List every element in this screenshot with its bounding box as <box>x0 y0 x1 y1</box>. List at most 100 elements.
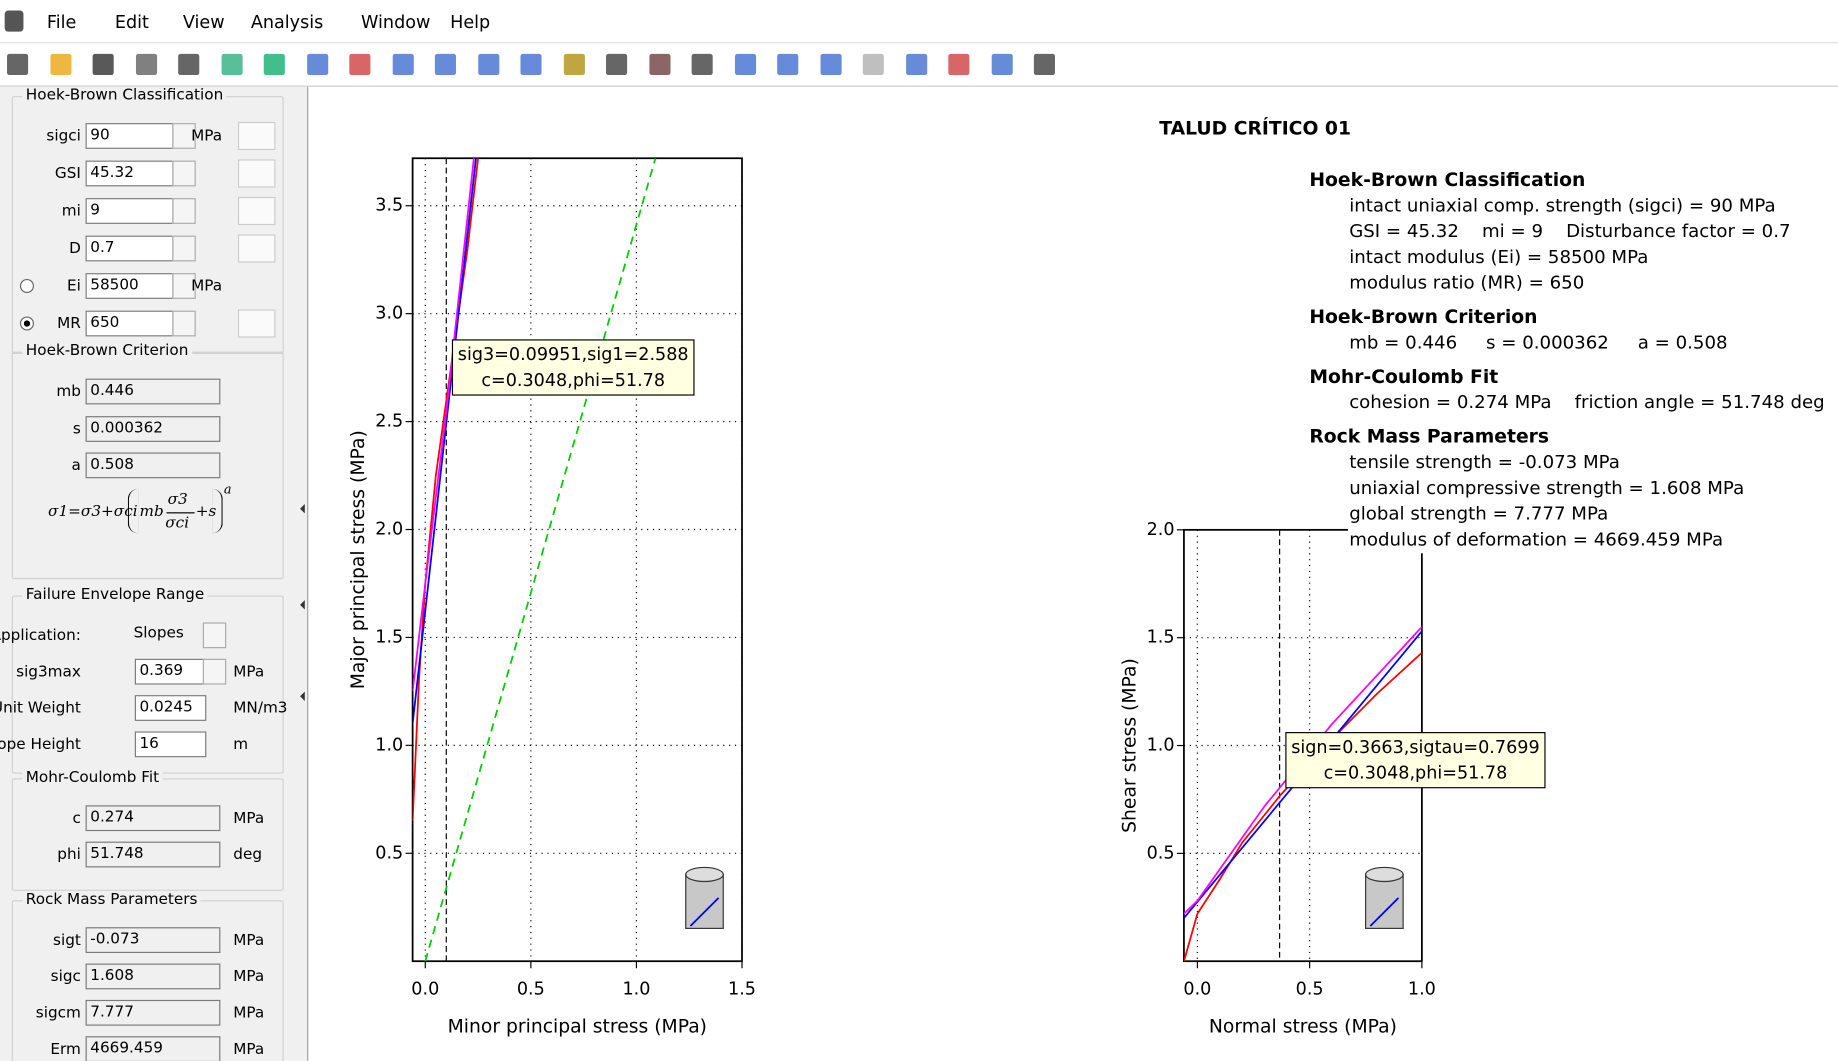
field-label: sigcm <box>35 1004 81 1023</box>
field-row: sigci 90 MPa <box>13 121 283 151</box>
field-unit: MPa <box>233 663 265 682</box>
field-value[interactable]: 9 <box>85 198 174 224</box>
spin-button[interactable] <box>202 622 227 649</box>
toolbar-button[interactable] <box>691 53 713 76</box>
toolbar-button[interactable] <box>905 53 927 76</box>
formula-num: σ3 <box>167 491 188 509</box>
formula-lhs: σ1=σ3+σci <box>48 502 138 521</box>
toolbar-button[interactable] <box>819 53 842 76</box>
report-line: intact uniaxial comp. strength (sigci) =… <box>1349 195 1775 216</box>
splitter <box>295 691 305 701</box>
field-value[interactable]: Slopes <box>133 624 184 643</box>
report-line: uniaxial compressive strength = 1.608 MP… <box>1349 478 1744 499</box>
spin-button[interactable] <box>172 198 196 224</box>
field-row: MR 650 <box>13 309 283 339</box>
stress-icon <box>1369 897 1400 927</box>
field-row: sigcm 7.777 MPa <box>13 999 283 1028</box>
menu-item[interactable]: View <box>182 11 225 33</box>
pick-button[interactable] <box>237 121 276 151</box>
series-line <box>1183 652 1422 962</box>
spin-button[interactable] <box>172 123 196 149</box>
field-value[interactable]: 0.369 <box>134 658 207 685</box>
toolbar-button[interactable] <box>92 53 114 76</box>
group-box: Failure Envelope Range Application: Slopes… <box>0 586 288 774</box>
toolbar-button[interactable] <box>991 53 1013 76</box>
field-label: Ei <box>67 277 81 296</box>
toolbar-button[interactable] <box>777 53 799 76</box>
report-line: tensile strength = -0.073 MPa <box>1349 452 1620 473</box>
field-row: D 0.7 <box>13 234 283 264</box>
toolbar-button[interactable] <box>563 53 585 76</box>
field-value[interactable]: 0.7 <box>85 235 174 262</box>
toolbar-button[interactable] <box>734 53 756 76</box>
toolbar-button[interactable] <box>1033 53 1055 76</box>
toolbar-button[interactable] <box>306 53 328 76</box>
menu-item[interactable]: Edit <box>114 11 149 33</box>
field-value[interactable]: 650 <box>85 310 174 337</box>
field-value[interactable]: 45.32 <box>85 160 174 187</box>
pick-button[interactable] <box>237 159 276 188</box>
toolbar-button[interactable] <box>349 53 371 76</box>
field-label: Unit Weight <box>0 699 81 718</box>
toolbar-button[interactable] <box>392 53 414 76</box>
toolbar-button[interactable] <box>263 53 285 76</box>
radio-button[interactable] <box>19 316 34 331</box>
field-value[interactable]: 16 <box>134 731 207 758</box>
toolbar-button[interactable] <box>477 53 499 76</box>
toolbar-button[interactable] <box>220 53 243 76</box>
toolbar-button[interactable] <box>606 53 628 76</box>
formula-paren <box>212 488 223 534</box>
toolbar <box>0 43 1838 87</box>
field-value[interactable]: 58500 <box>85 273 174 299</box>
formula-tail: +s <box>195 502 217 521</box>
menu-item[interactable]: Window <box>361 11 431 33</box>
toolbar-button[interactable] <box>520 53 542 76</box>
pick-button[interactable] <box>237 309 276 338</box>
y-tick-label: 2.0 <box>375 520 403 540</box>
spin-button[interactable] <box>172 235 196 262</box>
side-panel: Hoek-Brown Classification sigci 90 MPa GSI 45… <box>0 86 309 1061</box>
toolbar-button[interactable] <box>135 53 157 76</box>
tooltip-text: c=0.3048,phi=51.78 <box>481 371 665 391</box>
field-unit: MPa <box>233 809 265 828</box>
plot-frame <box>411 157 743 963</box>
toolbar-button[interactable] <box>178 53 200 76</box>
menu-item[interactable]: Help <box>450 11 491 33</box>
field-row: c 0.274 MPa <box>13 805 283 833</box>
radio-button[interactable] <box>19 278 34 294</box>
spin-button[interactable] <box>172 310 196 337</box>
toolbar-button[interactable] <box>49 53 71 76</box>
field-label: sigc <box>50 968 81 986</box>
toolbar-button[interactable] <box>648 53 670 76</box>
field-value[interactable]: 90 <box>85 123 174 149</box>
toolbar-button[interactable] <box>434 53 456 76</box>
formula-den: σci <box>165 514 190 533</box>
field-value[interactable]: 0.0245 <box>134 695 207 721</box>
field-label: GSI <box>54 165 81 183</box>
spin-button[interactable] <box>172 273 196 299</box>
spin-button[interactable] <box>202 658 227 685</box>
spin-button[interactable] <box>172 160 196 187</box>
field-unit: deg <box>233 846 263 864</box>
group-title: Failure Envelope Range <box>22 586 208 604</box>
field-label: mi <box>61 202 81 221</box>
menu-item[interactable]: Analysis <box>250 11 324 33</box>
x-tick-label: 0.0 <box>411 979 439 999</box>
report-line: mb = 0.446 s = 0.000362 a = 0.508 <box>1349 332 1727 353</box>
toolbar-button[interactable] <box>862 53 884 76</box>
field-value: -0.073 <box>85 927 221 953</box>
pick-button[interactable] <box>237 196 276 226</box>
formula-exp: a <box>223 481 232 498</box>
menu-item[interactable]: File <box>46 11 77 33</box>
field-row: sigc 1.608 MPa <box>13 963 283 992</box>
toolbar-button[interactable] <box>7 53 29 76</box>
field-unit: m <box>233 736 249 754</box>
toolbar-button[interactable] <box>948 53 970 76</box>
pick-button[interactable] <box>237 234 276 263</box>
x-tick-label: 1.5 <box>728 979 756 999</box>
y-tick-label: 2.0 <box>1147 520 1175 540</box>
formula-paren <box>127 488 139 534</box>
stress-icon <box>685 873 724 929</box>
field-value: 0.446 <box>85 378 221 405</box>
